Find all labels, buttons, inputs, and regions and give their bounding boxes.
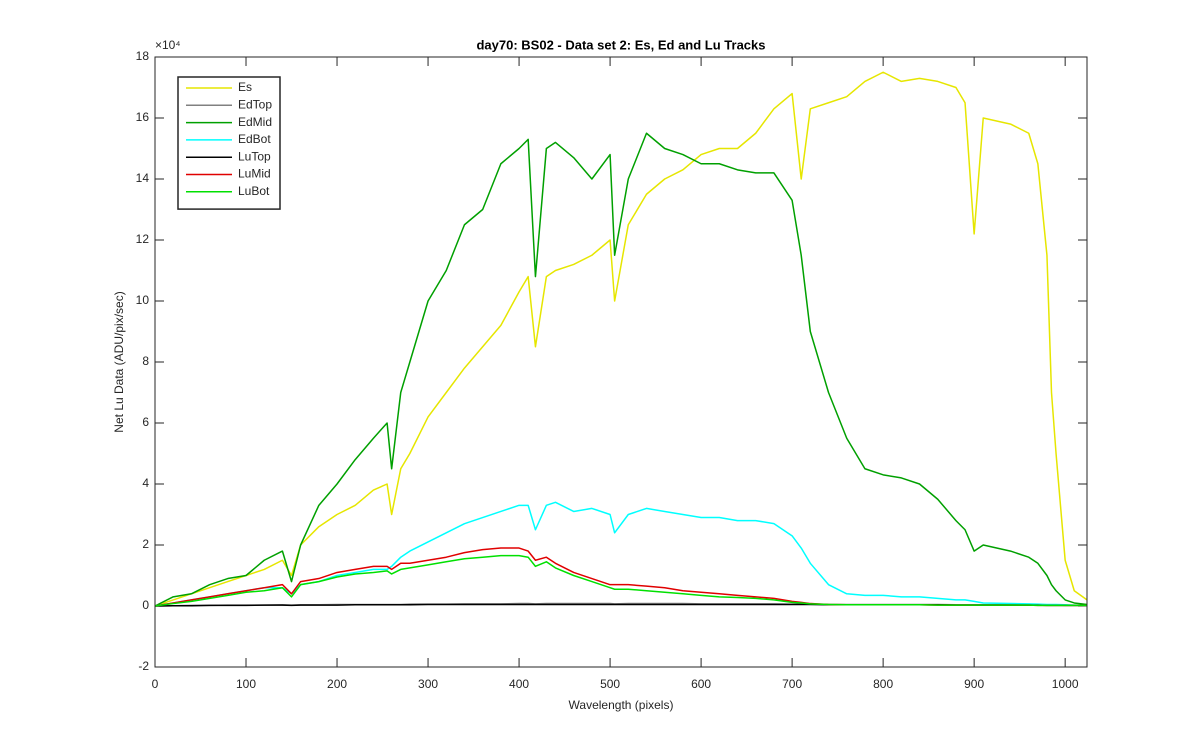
y-tick-label: 8 (142, 354, 149, 368)
y-tick-label: 14 (136, 171, 150, 185)
x-tick-label: 700 (782, 677, 802, 691)
legend-box (177, 76, 281, 210)
legend-label: Es (238, 80, 252, 94)
y-tick-label: 12 (136, 232, 150, 246)
y-multiplier: ×10⁴ (155, 38, 181, 52)
data-line (154, 554, 1087, 607)
y-tick-label: -2 (138, 659, 149, 673)
y-tick-label: 10 (136, 293, 150, 307)
axes-box (154, 56, 1088, 668)
x-tick-label: 400 (509, 677, 529, 691)
y-tick-label: 16 (136, 110, 150, 124)
x-tick-label: 900 (964, 677, 984, 691)
y-axis-label: Net Lu Data (ADU/pix/sec) (112, 291, 126, 432)
x-tick-label: 200 (327, 677, 347, 691)
x-tick-label: 600 (691, 677, 711, 691)
x-tick-label: 1000 (1052, 677, 1079, 691)
y-tick-label: 2 (142, 537, 149, 551)
x-tick-label: 100 (236, 677, 256, 691)
x-tick-label: 800 (873, 677, 893, 691)
y-tick-label: 4 (142, 476, 149, 490)
legend-label: LuTop (238, 149, 271, 163)
plot-area (155, 57, 1087, 667)
data-line (154, 132, 1088, 607)
y-tick-label: 0 (142, 598, 149, 612)
x-tick-label: 500 (600, 677, 620, 691)
chart-title: day70: BS02 - Data set 2: Es, Ed and Lu … (476, 37, 765, 52)
x-tick-label: 300 (418, 677, 438, 691)
y-tick-label: 18 (136, 49, 150, 63)
y-tick-label: 6 (142, 415, 149, 429)
x-axis-label: Wavelength (pixels) (569, 698, 674, 712)
legend-label: EdTop (238, 97, 272, 111)
legend-label: EdMid (238, 115, 272, 129)
legend: Es EdTop EdMid EdBot LuTop LuMid LuBot (177, 76, 281, 210)
x-tick-label: 0 (152, 677, 159, 691)
legend-label: LuMid (238, 167, 271, 181)
legend-label: EdBot (238, 132, 271, 146)
data-line (154, 71, 1088, 607)
legend-label: LuBot (238, 184, 270, 198)
